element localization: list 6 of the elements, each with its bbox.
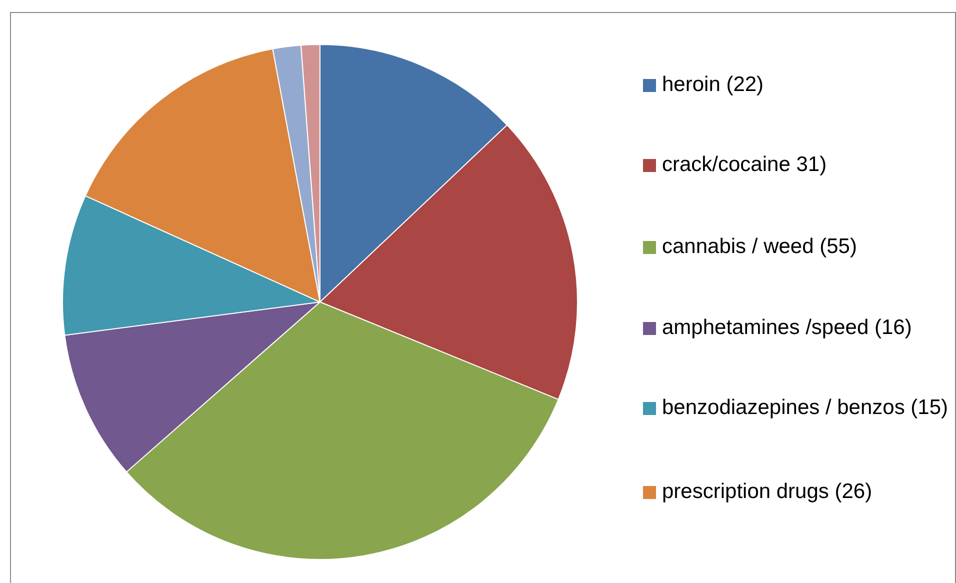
legend-label: cannabis / weed (55) (662, 234, 857, 260)
legend-label: prescription drugs (26) (662, 479, 872, 505)
legend-label: amphetamines /speed (16) (662, 315, 912, 341)
legend-label: crack/cocaine 31) (662, 152, 827, 178)
legend-label: heroin (22) (662, 72, 764, 98)
legend-label: benzodiazepines / benzos (15) (662, 395, 948, 421)
